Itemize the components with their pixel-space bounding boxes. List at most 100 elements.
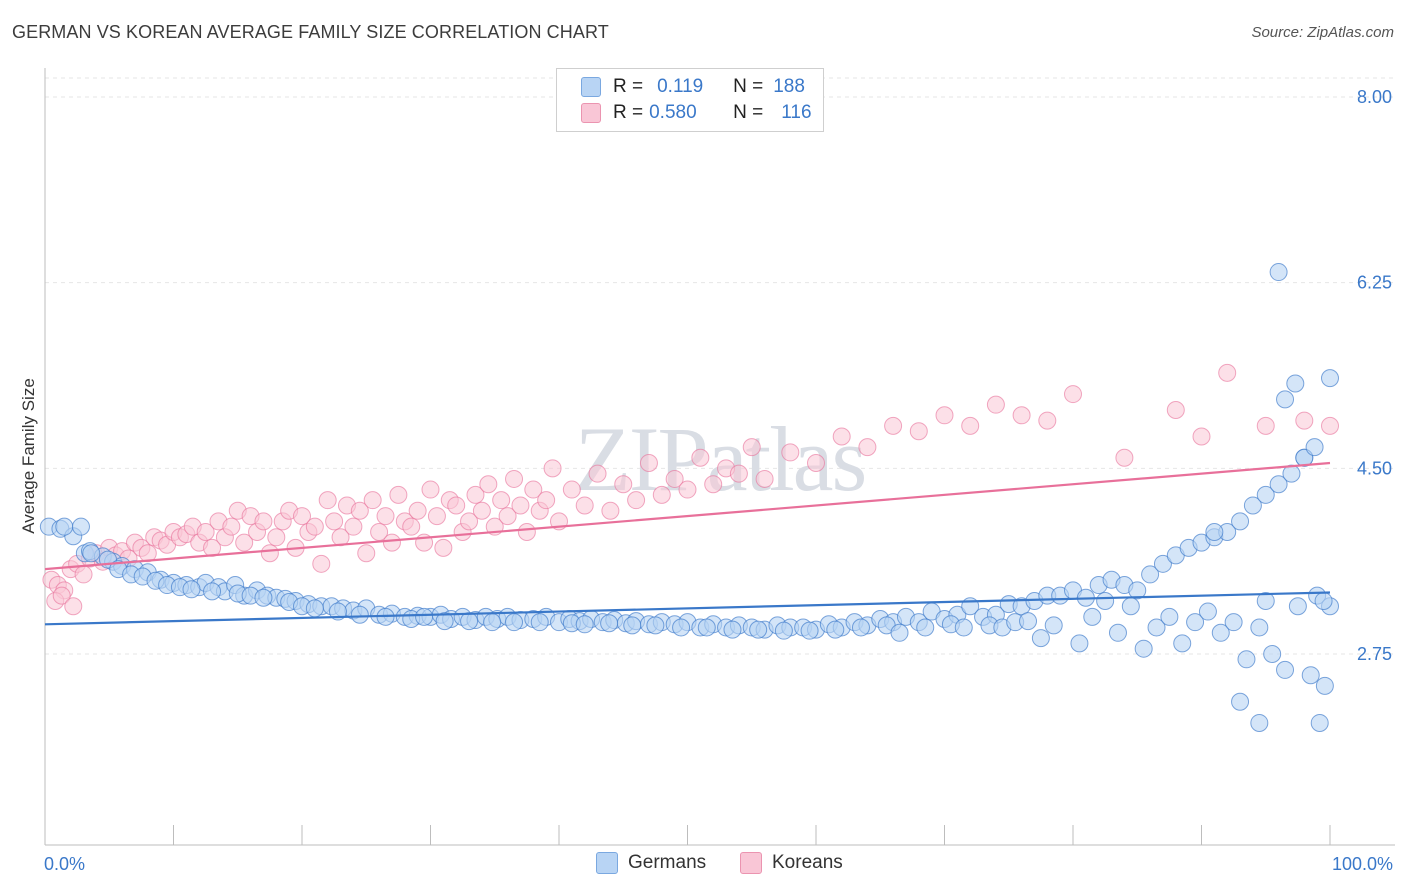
german-point bbox=[1224, 613, 1243, 632]
korean-point bbox=[305, 517, 324, 536]
n-label: N = bbox=[733, 102, 764, 123]
korean-point bbox=[986, 395, 1005, 414]
german-point bbox=[1205, 522, 1224, 541]
german-point bbox=[328, 602, 347, 621]
german-point bbox=[916, 618, 935, 637]
korean-point bbox=[537, 491, 556, 510]
grid-lines bbox=[45, 77, 1395, 655]
korean-point bbox=[614, 475, 633, 494]
korean-point bbox=[524, 480, 543, 499]
german-point bbox=[749, 620, 768, 639]
german-point bbox=[1173, 634, 1192, 653]
german-point bbox=[1070, 634, 1089, 653]
y-tick-label: 8.00 bbox=[1357, 87, 1392, 107]
korean-point bbox=[434, 538, 453, 557]
n-value-koreans: 116 bbox=[781, 102, 812, 123]
r-value-germans: 0.119 bbox=[657, 76, 704, 97]
korean-point bbox=[1115, 448, 1134, 467]
korean-point bbox=[1038, 411, 1057, 430]
german-point bbox=[672, 618, 691, 637]
legend: R = 0.119 N = 188 R = 0.580 N = 116 bbox=[556, 68, 824, 132]
german-point bbox=[435, 612, 454, 631]
korean-point bbox=[505, 469, 524, 488]
tick-labels: 2.75 4.50 6.25 8.00 0.0% 100.0% bbox=[44, 87, 1393, 874]
german-point bbox=[1186, 613, 1205, 632]
korean-point bbox=[511, 496, 530, 515]
korean-point bbox=[498, 507, 517, 526]
korean-point bbox=[427, 507, 446, 526]
koreans-swatch bbox=[740, 852, 762, 874]
german-point bbox=[890, 623, 909, 642]
german-point bbox=[1231, 512, 1250, 531]
korean-point bbox=[260, 544, 279, 563]
korean-point bbox=[665, 469, 684, 488]
german-point bbox=[800, 621, 819, 640]
germans-swatch bbox=[596, 852, 618, 874]
german-point bbox=[182, 580, 201, 599]
korean-point bbox=[472, 501, 491, 520]
korean-point bbox=[562, 480, 581, 499]
german-point bbox=[600, 614, 619, 633]
korean-point bbox=[382, 533, 401, 552]
german-point bbox=[1121, 597, 1140, 616]
german-point bbox=[1083, 607, 1102, 626]
german-point bbox=[1321, 369, 1339, 388]
german-point bbox=[774, 621, 793, 640]
korean-point bbox=[479, 475, 498, 494]
german-point bbox=[350, 605, 369, 624]
german-point bbox=[1031, 629, 1050, 648]
bottom-legend-koreans: Koreans bbox=[740, 852, 843, 874]
german-point bbox=[1237, 650, 1256, 669]
korean-point bbox=[742, 438, 761, 457]
korean-point bbox=[691, 448, 710, 467]
korean-point bbox=[755, 469, 774, 488]
korean-point bbox=[1321, 416, 1339, 435]
korean-point bbox=[460, 512, 479, 531]
korean-point bbox=[781, 443, 800, 462]
y-tick-label: 4.50 bbox=[1357, 458, 1392, 478]
korean-point bbox=[267, 528, 286, 547]
german-point bbox=[460, 612, 479, 631]
german-point bbox=[254, 588, 273, 607]
korean-point bbox=[832, 427, 851, 446]
source-label: Source: ZipAtlas.com bbox=[1251, 24, 1394, 41]
korean-point bbox=[575, 496, 594, 515]
korean-point bbox=[517, 522, 536, 541]
korean-point bbox=[639, 454, 658, 473]
german-point bbox=[82, 544, 101, 563]
german-point bbox=[1160, 607, 1179, 626]
german-point bbox=[851, 618, 870, 637]
korean-point bbox=[1064, 385, 1082, 404]
german-point bbox=[483, 613, 502, 632]
german-point bbox=[1019, 612, 1038, 631]
korean-point bbox=[402, 517, 421, 536]
korean-point bbox=[318, 491, 337, 510]
legend-row-koreans: R = 0.580 N = 116 bbox=[581, 101, 812, 125]
korean-point bbox=[1192, 427, 1211, 446]
x-tick-label: 100.0% bbox=[1332, 854, 1393, 874]
korean-point bbox=[254, 512, 273, 531]
korean-point bbox=[350, 501, 369, 520]
german-point bbox=[697, 618, 716, 637]
korean-point bbox=[408, 501, 427, 520]
korean-point bbox=[293, 507, 311, 526]
x-tick-label: 0.0% bbox=[44, 854, 85, 874]
german-point bbox=[1243, 496, 1262, 515]
y-axis-label: Average Family Size bbox=[19, 378, 38, 534]
german-point bbox=[305, 599, 324, 618]
german-point bbox=[1134, 639, 1153, 658]
german-point bbox=[1276, 390, 1295, 409]
r-label: R = bbox=[613, 102, 644, 123]
german-point bbox=[1250, 618, 1269, 637]
korean-point bbox=[357, 544, 376, 563]
korean-point bbox=[1012, 406, 1031, 425]
german-point bbox=[55, 517, 74, 536]
german-point bbox=[1128, 581, 1147, 600]
korean-point bbox=[1166, 400, 1185, 419]
german-point bbox=[1141, 565, 1160, 584]
n-label: N = bbox=[733, 76, 764, 97]
legend-row-germans: R = 0.119 N = 188 bbox=[581, 75, 805, 99]
korean-point bbox=[729, 464, 748, 483]
german-point bbox=[1286, 374, 1305, 393]
